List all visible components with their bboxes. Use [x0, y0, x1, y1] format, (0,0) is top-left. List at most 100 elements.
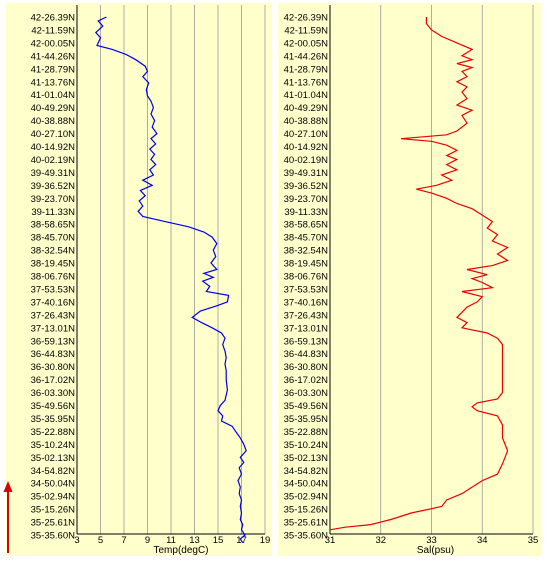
sal-lat-label: 37-13.01N: [284, 323, 329, 334]
temp-lat-label: 38-58.65N: [31, 220, 76, 231]
sal-x-tick-label: 31: [325, 535, 336, 546]
temp-lat-label: 37-53.53N: [31, 284, 76, 295]
sal-lat-label: 40-02.19N: [284, 155, 329, 166]
temp-lat-label: 35-25.61N: [31, 518, 76, 529]
sal-profile-line: [329, 17, 509, 531]
temp-lat-label: 41-28.79N: [31, 64, 76, 75]
sal-lat-label: 38-58.65N: [284, 220, 329, 231]
temp-lat-label: 35-22.88N: [31, 427, 76, 438]
temp-lat-label: 38-06.76N: [31, 272, 76, 283]
sal-x-tick-label: 33: [426, 535, 437, 546]
temp-lat-label: 40-14.92N: [31, 142, 76, 153]
temp-lat-label: 40-02.19N: [31, 155, 76, 166]
sal-x-tick-label: 34: [477, 535, 488, 546]
arrow-head: [3, 481, 13, 492]
sal-lat-label: 37-53.53N: [284, 284, 329, 295]
temp-lat-label: 36-17.02N: [31, 375, 76, 386]
sal-x-tick-label: 32: [375, 535, 386, 546]
temp-lat-label: 37-40.16N: [31, 297, 76, 308]
temp-lat-label: 38-45.70N: [31, 233, 76, 244]
temp-lat-label: 38-32.54N: [31, 246, 76, 257]
sal-lat-label: 34-50.04N: [284, 479, 329, 490]
temp-x-tick-label: 9: [145, 535, 150, 546]
temp-lat-label: 39-36.52N: [31, 181, 76, 192]
sal-lat-label: 36-44.83N: [284, 349, 329, 360]
temp-lat-label: 39-11.33N: [31, 207, 75, 218]
sal-lat-label: 40-14.92N: [284, 142, 329, 153]
sal-lat-label: 35-02.13N: [284, 453, 329, 464]
sal-lat-label: 35-22.88N: [284, 427, 329, 438]
temp-lat-label: 35-02.94N: [31, 492, 76, 503]
sal-lat-label: 39-23.70N: [284, 194, 329, 205]
sal-lat-label: 37-26.43N: [284, 310, 329, 321]
temp-lat-label: 42-00.05N: [31, 38, 76, 49]
sal-lat-label: 35-25.61N: [284, 518, 329, 529]
temp-lat-label: 42-11.59N: [31, 25, 75, 36]
sal-lat-label: 40-49.29N: [284, 103, 329, 114]
sal-x-tick-label: 35: [528, 535, 539, 546]
sal-lat-label: 35-02.94N: [284, 492, 329, 503]
temp-x-tick-label: 5: [98, 535, 103, 546]
sal-lat-label: 36-03.30N: [284, 388, 329, 399]
sal-lat-label: 41-01.04N: [284, 90, 329, 101]
temp-lat-label: 41-13.76N: [31, 77, 76, 88]
temp-x-tick-label: 13: [189, 535, 200, 546]
temp-x-tick-label: 15: [213, 535, 224, 546]
temp-lat-label: 37-26.43N: [31, 310, 76, 321]
temp-lat-label: 36-03.30N: [31, 388, 76, 399]
temp-lat-label: 35-15.26N: [31, 505, 76, 516]
sal-lat-label: 41-44.26N: [284, 51, 329, 62]
sal-lat-label: 35-35.95N: [284, 414, 329, 425]
temp-lat-label: 36-59.13N: [31, 336, 76, 347]
temp-lat-label: 37-13.01N: [31, 323, 76, 334]
temp-x-tick-label: 7: [121, 535, 126, 546]
sal-lat-label: 36-17.02N: [284, 375, 329, 386]
sal-lat-label: 35-35.60N: [284, 531, 329, 542]
sal-lat-label: 41-28.79N: [284, 64, 329, 75]
temp-lat-label: 38-19.45N: [31, 259, 76, 270]
temp-lat-label: 35-10.24N: [31, 440, 76, 451]
temp-profile-line: [94, 16, 247, 544]
sal-lat-label: 38-45.70N: [284, 233, 329, 244]
temp-lat-label: 42-26.39N: [31, 13, 76, 24]
sal-lat-label: 37-40.16N: [284, 297, 329, 308]
sal-lat-label: 39-49.31N: [284, 168, 329, 179]
sal-lat-label: 35-49.56N: [284, 401, 329, 412]
temp-x-tick-label: 19: [260, 535, 271, 546]
sal-lat-label: 41-13.76N: [284, 77, 329, 88]
sal-lat-label: 35-15.26N: [284, 505, 329, 516]
temp-lat-label: 35-02.13N: [31, 453, 76, 464]
temp-lat-label: 41-01.04N: [31, 90, 76, 101]
sal-lat-label: 36-30.80N: [284, 362, 329, 373]
sal-lat-label: 42-00.05N: [284, 38, 329, 49]
left-panel-background: [6, 3, 272, 556]
direction-arrow: [3, 481, 13, 553]
temp-lat-label: 35-49.56N: [31, 401, 76, 412]
sal-lat-label: 36-59.13N: [284, 336, 329, 347]
temp-lat-label: 36-44.83N: [31, 349, 76, 360]
sal-lat-label: 42-26.39N: [284, 13, 329, 24]
temp-lat-label: 34-50.04N: [31, 479, 76, 490]
temp-x-tick-label: 11: [166, 535, 176, 546]
temp-lat-label: 34-54.82N: [31, 466, 76, 477]
sal-lat-label: 39-11.33N: [284, 207, 328, 218]
temp-lat-label: 35-35.95N: [31, 414, 76, 425]
temp-x-tick-label: 3: [74, 535, 79, 546]
temp-lat-label: 40-38.88N: [31, 116, 76, 127]
sal-lat-label: 40-27.10N: [284, 129, 329, 140]
temp-lat-label: 39-23.70N: [31, 194, 76, 205]
sal-lat-label: 34-54.82N: [284, 466, 329, 477]
sal-lat-label: 38-19.45N: [284, 259, 329, 270]
sal-lat-label: 35-10.24N: [284, 440, 329, 451]
temp-lat-label: 40-49.29N: [31, 103, 76, 114]
temp-lat-label: 41-44.26N: [31, 51, 76, 62]
sal-lat-label: 39-36.52N: [284, 181, 329, 192]
sal-lat-label: 38-06.76N: [284, 272, 329, 283]
temp-lat-label: 36-30.80N: [31, 362, 76, 373]
right-panel-background: [278, 3, 541, 556]
sal-x-axis-title: Sal(psu): [417, 545, 454, 556]
temp-lat-label: 40-27.10N: [31, 129, 76, 140]
